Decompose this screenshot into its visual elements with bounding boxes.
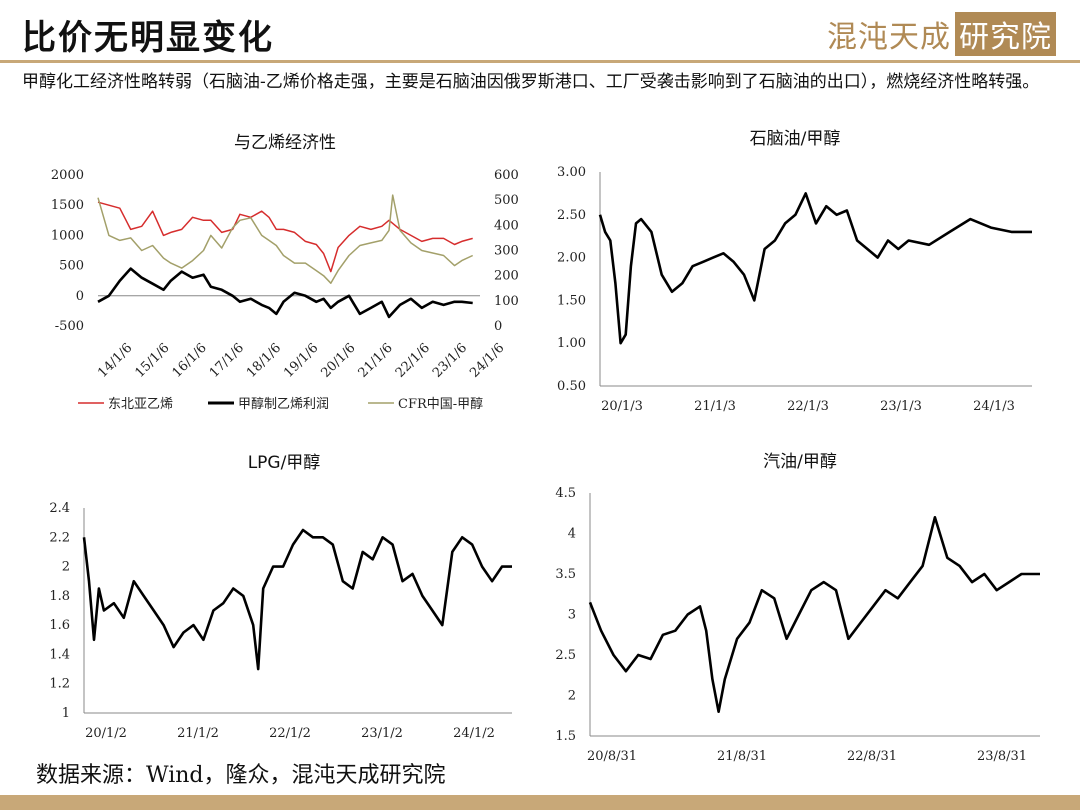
y-tick-label: -500 — [55, 319, 84, 334]
x-tick-label: 22/8/31 — [847, 749, 897, 764]
y-tick-label: 3.5 — [555, 567, 576, 582]
x-tick-label: 19/1/6 — [281, 341, 321, 381]
page-title: 比价无明显变化 — [22, 18, 274, 58]
x-tick-label: 24/1/3 — [973, 399, 1015, 414]
x-tick-label: 18/1/6 — [244, 341, 284, 381]
y-tick-label: 1.8 — [49, 589, 70, 604]
y-tick-label: 2.2 — [49, 530, 70, 545]
footer-bar — [0, 795, 1080, 810]
x-tick-label: 21/1/2 — [177, 726, 219, 741]
logo-box: 研究院 — [955, 12, 1056, 56]
y-tick-label: 1500 — [51, 198, 84, 213]
x-tick-label: 17/1/6 — [207, 341, 247, 381]
x-tick-label: 15/1/6 — [132, 341, 172, 381]
y-tick-label: 1.00 — [557, 336, 586, 351]
y-tick-label: 0 — [76, 289, 84, 304]
x-tick-label: 14/1/6 — [95, 341, 135, 381]
y-tick-label: 1.50 — [557, 293, 586, 308]
legend-label: CFR中国-甲醇 — [398, 396, 483, 412]
chart-title: 与乙烯经济性 — [234, 133, 336, 153]
y-right-tick-label: 200 — [494, 269, 519, 284]
y-tick-label: 1.6 — [49, 618, 70, 633]
y-tick-label: 4.5 — [555, 486, 576, 501]
series-line — [598, 192, 1032, 345]
y-right-tick-label: 0 — [494, 319, 502, 334]
x-tick-label: 20/1/2 — [85, 726, 127, 741]
header-divider — [0, 60, 1080, 63]
x-tick-label: 21/1/6 — [356, 341, 396, 381]
x-tick-label: 22/1/2 — [269, 726, 311, 741]
series-line — [97, 201, 473, 273]
y-tick-label: 2 — [568, 689, 576, 704]
data-source: 数据来源：Wind，隆众，混沌天成研究院 — [36, 763, 446, 788]
x-tick-label: 16/1/6 — [170, 341, 210, 381]
x-tick-label: 23/8/31 — [977, 749, 1027, 764]
series-line — [82, 528, 512, 671]
y-tick-label: 1.2 — [49, 677, 70, 692]
x-tick-label: 20/8/31 — [587, 749, 637, 764]
y-right-tick-label: 300 — [494, 244, 519, 259]
brand-logo: 混沌天成 研究院 — [827, 12, 1056, 56]
logo-text: 混沌天成 — [827, 20, 951, 55]
legend-label: 东北亚乙烯 — [108, 397, 173, 412]
x-tick-label: 24/1/6 — [467, 341, 507, 381]
y-tick-label: 2 — [62, 560, 70, 575]
x-tick-label: 23/1/6 — [430, 341, 470, 381]
y-tick-label: 2000 — [51, 168, 84, 183]
y-tick-label: 1.4 — [49, 647, 70, 662]
series-line — [97, 194, 474, 284]
y-tick-label: 2.5 — [555, 648, 576, 663]
y-tick-label: 500 — [59, 259, 84, 274]
y-right-tick-label: 100 — [494, 294, 519, 309]
y-tick-label: 2.50 — [557, 208, 586, 223]
y-tick-label: 2.4 — [49, 501, 70, 516]
y-right-tick-label: 500 — [494, 193, 519, 208]
y-tick-label: 0.50 — [557, 379, 586, 394]
x-tick-label: 24/1/2 — [453, 726, 495, 741]
series-line — [588, 515, 1040, 714]
y-tick-label: 3.00 — [557, 165, 586, 180]
x-tick-label: 22/1/3 — [787, 399, 829, 414]
x-tick-label: 20/1/3 — [601, 399, 643, 414]
x-tick-label: 21/8/31 — [717, 749, 767, 764]
page-subtitle: 甲醇化工经济性略转弱（石脑油-乙烯价格走强，主要是石脑油因俄罗斯港口、工厂受袭击… — [22, 72, 1040, 92]
y-tick-label: 1000 — [51, 228, 84, 243]
y-right-tick-label: 600 — [494, 168, 519, 183]
x-tick-label: 22/1/6 — [393, 341, 433, 381]
y-tick-label: 1.5 — [555, 729, 576, 744]
chart-title: 石脑油/甲醇 — [750, 129, 841, 149]
chart-title: LPG/甲醇 — [248, 453, 321, 473]
y-tick-label: 4 — [568, 527, 576, 542]
x-tick-label: 23/1/3 — [880, 399, 922, 414]
y-tick-label: 2.00 — [557, 251, 586, 266]
y-tick-label: 1 — [62, 706, 70, 721]
series-line — [97, 267, 473, 319]
y-tick-label: 3 — [568, 608, 576, 623]
chart-title: 汽油/甲醇 — [763, 452, 837, 472]
x-tick-label: 23/1/2 — [361, 726, 403, 741]
y-right-tick-label: 400 — [494, 218, 519, 233]
legend-label: 甲醇制乙烯利润 — [238, 396, 329, 412]
x-tick-label: 21/1/3 — [694, 399, 736, 414]
x-tick-label: 20/1/6 — [318, 341, 358, 381]
